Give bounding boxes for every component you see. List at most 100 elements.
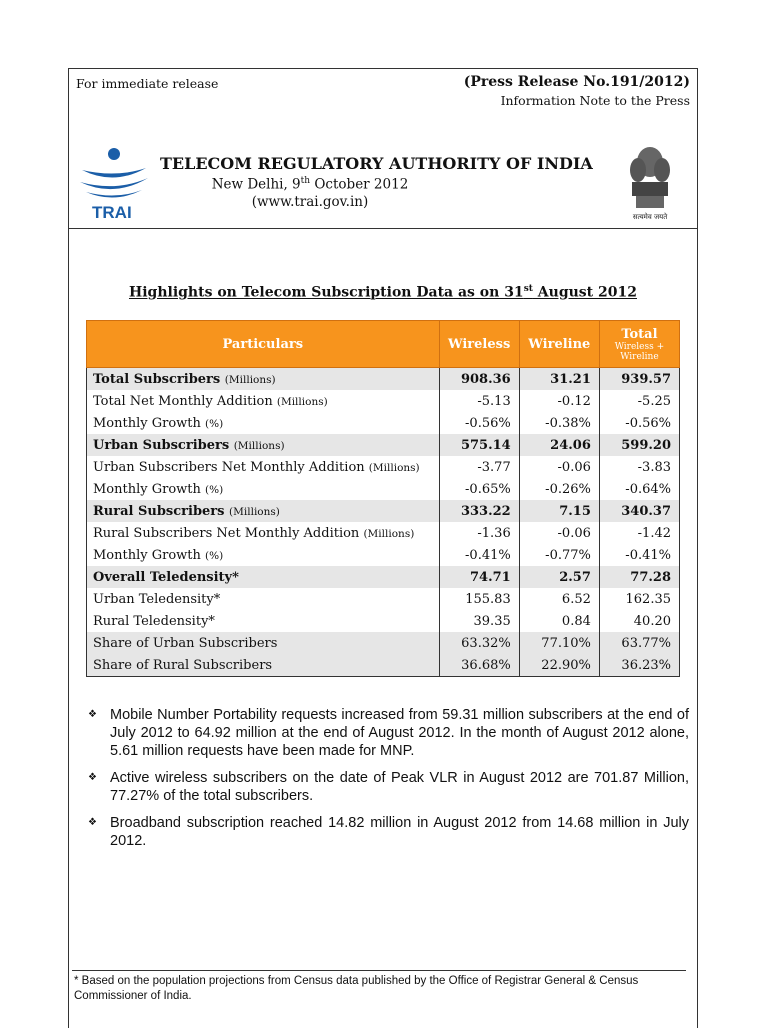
row-label: Monthly Growth xyxy=(93,415,201,431)
value-cell: -0.77% xyxy=(518,544,600,566)
value-cell: 2.57 xyxy=(518,566,600,588)
table-row: Share of Rural Subscribers 36.68% 22.90% 36… xyxy=(86,654,681,677)
value-cell: -0.06 xyxy=(518,522,600,544)
value-cell: 63.32% xyxy=(438,632,520,654)
row-unit: (Millions) xyxy=(276,395,328,408)
place-text: New Delhi, 9 xyxy=(211,176,301,193)
table-row: Total Subscribers (Millions) 908.36 31.21 9… xyxy=(86,367,681,390)
value-cell: 6.52 xyxy=(518,588,600,610)
row-label: Rural Subscribers xyxy=(93,503,225,519)
table-row: Monthly Growth (%) -0.65% -0.26% -0.64% xyxy=(86,478,681,500)
total-label: Total xyxy=(621,326,658,342)
table-row: Rural Subscribers (Millions) 333.22 7.15 34… xyxy=(86,500,681,522)
column-header: Total Wireless + Wireline xyxy=(598,320,681,368)
value-cell: 22.90% xyxy=(518,654,600,677)
row-unit: (Millions) xyxy=(229,505,280,518)
row-label-cell: Total Net Monthly Addition (Millions) xyxy=(86,390,440,412)
value-cell: 340.37 xyxy=(598,500,681,522)
release-label: For immediate release xyxy=(76,76,219,91)
value-cell: 939.57 xyxy=(598,367,681,390)
info-note: Information Note to the Press xyxy=(500,93,690,108)
place-text: October 2012 xyxy=(310,176,409,193)
row-label-cell: Monthly Growth (%) xyxy=(86,544,440,566)
value-cell: -5.25 xyxy=(598,390,681,412)
press-release-number: (Press Release No.191/2012) xyxy=(463,74,690,90)
place-date: New Delhi, 9th October 2012 xyxy=(160,176,460,193)
row-label: Monthly Growth xyxy=(93,547,201,563)
value-cell: 575.14 xyxy=(438,434,520,456)
table-row: Urban Subscribers (Millions) 575.14 24.06 5… xyxy=(86,434,681,456)
table-row: Rural Teledensity* 39.35 0.84 40.20 xyxy=(86,610,681,632)
row-label: Overall Teledensity* xyxy=(93,569,239,585)
value-cell: 74.71 xyxy=(438,566,520,588)
footnote: * Based on the population projections fr… xyxy=(74,975,639,1002)
value-cell: -3.83 xyxy=(598,456,681,478)
heading-sup: st xyxy=(523,284,533,294)
value-cell: 333.22 xyxy=(438,500,520,522)
table-row: Urban Subscribers Net Monthly Addition (… xyxy=(86,456,681,478)
value-cell: -0.12 xyxy=(518,390,600,412)
row-label: Monthly Growth xyxy=(93,481,201,497)
row-unit: (Millions) xyxy=(233,439,285,452)
table-row: Monthly Growth (%) -0.56% -0.38% -0.56% xyxy=(86,412,681,434)
row-unit: (Millions) xyxy=(368,461,420,474)
row-label: Total Net Monthly Addition xyxy=(93,393,273,409)
value-cell: 40.20 xyxy=(598,610,681,632)
row-unit: (%) xyxy=(205,549,224,562)
row-label-cell: Share of Rural Subscribers xyxy=(86,654,440,677)
row-unit: (%) xyxy=(205,417,224,430)
emblem-motto: सत्यमेव जयते xyxy=(633,212,668,221)
bullet-item: Active wireless subscribers on the date … xyxy=(86,769,689,805)
table-row: Rural Subscribers Net Monthly Addition (… xyxy=(86,522,681,544)
row-label-cell: Overall Teledensity* xyxy=(86,566,440,588)
value-cell: -0.38% xyxy=(518,412,600,434)
data-table: Particulars Wireless Wireline Total Wirel… xyxy=(86,320,681,677)
row-label-cell: Urban Subscribers Net Monthly Addition (… xyxy=(86,456,440,478)
table-row: Monthly Growth (%) -0.41% -0.77% -0.41% xyxy=(86,544,681,566)
bullet-list: Mobile Number Portability requests incre… xyxy=(86,706,689,859)
trai-logo: TRAI xyxy=(80,148,148,222)
header-rule xyxy=(68,228,698,229)
total-sublabel: Wireless + Wireline xyxy=(614,341,665,362)
row-label-cell: Rural Subscribers (Millions) xyxy=(86,500,440,522)
row-label-cell: Monthly Growth (%) xyxy=(86,478,440,500)
page-border xyxy=(68,68,698,1028)
place-sup: th xyxy=(300,176,311,186)
value-cell: -3.77 xyxy=(438,456,520,478)
logo-text: TRAI xyxy=(92,203,132,222)
website: (www.trai.gov.in) xyxy=(251,194,369,210)
column-header: Wireless xyxy=(438,320,520,368)
column-header: Particulars xyxy=(86,320,440,368)
bullet-item: Broadband subscription reached 14.82 mil… xyxy=(86,814,689,850)
value-cell: 63.77% xyxy=(598,632,681,654)
value-cell: 24.06 xyxy=(518,434,600,456)
row-label-cell: Rural Subscribers Net Monthly Addition (… xyxy=(86,522,440,544)
value-cell: 7.15 xyxy=(518,500,600,522)
table-row: Share of Urban Subscribers 63.32% 77.10% 63… xyxy=(86,632,681,654)
row-unit: (%) xyxy=(205,483,224,496)
footnote-rule xyxy=(72,970,686,971)
org-name: TELECOM REGULATORY AUTHORITY OF INDIA xyxy=(160,154,593,173)
value-cell: 155.83 xyxy=(438,588,520,610)
header-row: Particulars Wireless Wireline Total Wirel… xyxy=(86,320,681,368)
row-label: Total Subscribers xyxy=(93,371,221,387)
value-cell: -1.42 xyxy=(598,522,681,544)
row-label: Rural Subscribers Net Monthly Addition xyxy=(93,525,360,541)
value-cell: 77.28 xyxy=(598,566,681,588)
value-cell: 908.36 xyxy=(438,367,520,390)
value-cell: 31.21 xyxy=(518,367,600,390)
row-label: Rural Teledensity* xyxy=(93,613,215,629)
row-label-cell: Monthly Growth (%) xyxy=(86,412,440,434)
value-cell: -0.41% xyxy=(438,544,520,566)
value-cell: -0.41% xyxy=(598,544,681,566)
row-label: Urban Subscribers xyxy=(93,437,230,453)
row-label: Share of Rural Subscribers xyxy=(93,657,273,673)
emblem: सत्यमेव जयते xyxy=(630,147,670,221)
table-row: Urban Teledensity* 155.83 6.52 162.35 xyxy=(86,588,681,610)
row-unit: (Millions) xyxy=(224,373,276,386)
value-cell: 36.23% xyxy=(598,654,681,677)
value-cell: -0.65% xyxy=(438,478,520,500)
row-label-cell: Rural Teledensity* xyxy=(86,610,440,632)
row-unit: (Millions) xyxy=(363,527,415,540)
